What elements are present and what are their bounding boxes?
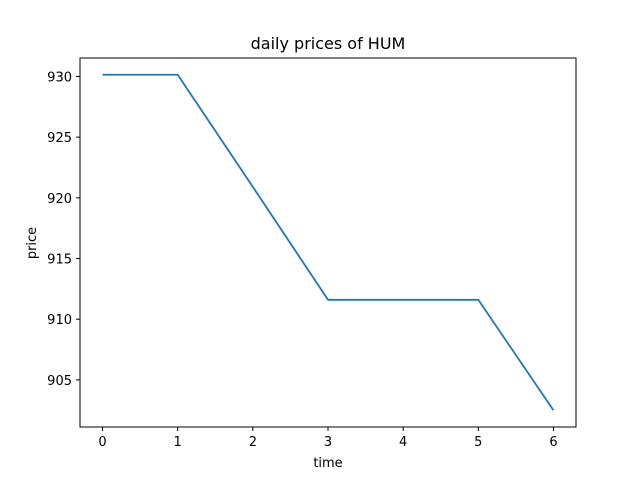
x-tick-label: 3 [324, 435, 332, 450]
y-tick-label: 915 [47, 253, 72, 268]
x-tick-label: 6 [549, 435, 557, 450]
ticks: 0 1 2 3 4 5 6 905 910 915 920 925 930 [47, 70, 557, 450]
chart-title: daily prices of HUM [251, 34, 406, 53]
y-tick-label: 905 [47, 374, 72, 389]
series-line-0 [102, 73, 555, 411]
x-tick-label: 2 [249, 435, 257, 450]
y-axis-label: price [25, 227, 40, 259]
y-tick-label: 925 [47, 131, 72, 146]
y-tick-label: 920 [47, 192, 72, 207]
y-tick-label: 930 [47, 70, 72, 85]
plot-area [102, 73, 555, 411]
y-tick-label: 910 [47, 313, 72, 328]
x-tick-label: 1 [174, 435, 182, 450]
x-tick-label: 4 [399, 435, 407, 450]
x-tick-label: 0 [98, 435, 106, 450]
axes-frame [79, 57, 577, 428]
x-tick-label: 5 [474, 435, 482, 450]
x-axis-label: time [313, 456, 342, 471]
